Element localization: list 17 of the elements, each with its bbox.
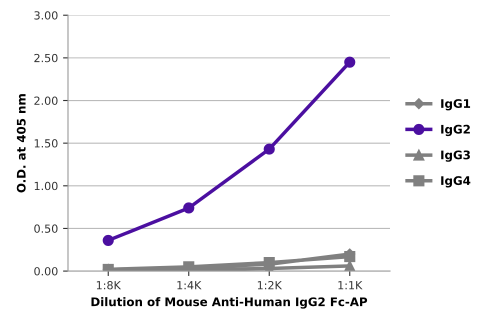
legend-label: IgG1 — [441, 99, 470, 110]
x-tick-label: 1:1K — [338, 281, 363, 290]
x-tick-label: 1:8K — [96, 281, 122, 290]
y-tick-label: 2.50 — [34, 54, 58, 62]
x-tick-label: 1:4K — [177, 281, 202, 290]
legend-label: IgG4 — [441, 176, 470, 188]
y-tick-label: 1.00 — [34, 182, 58, 190]
x-tick-label: 1:2K — [258, 281, 282, 290]
x-axis-title: Dilution of Mouse Anti-Human IgG2 Fc-AP — [91, 297, 368, 309]
legend-label: IgG3 — [441, 150, 470, 162]
legend-label: IgG2 — [441, 124, 470, 136]
y-tick-label: 0.50 — [34, 224, 58, 233]
y-tick-label: 1.50 — [34, 139, 58, 148]
y-tick-label: 3.00 — [34, 11, 58, 20]
y-tick-label: 2.00 — [34, 96, 58, 105]
y-axis-title: O.D. at 405 nm — [16, 94, 26, 192]
y-tick-label: 0.00 — [34, 267, 58, 276]
